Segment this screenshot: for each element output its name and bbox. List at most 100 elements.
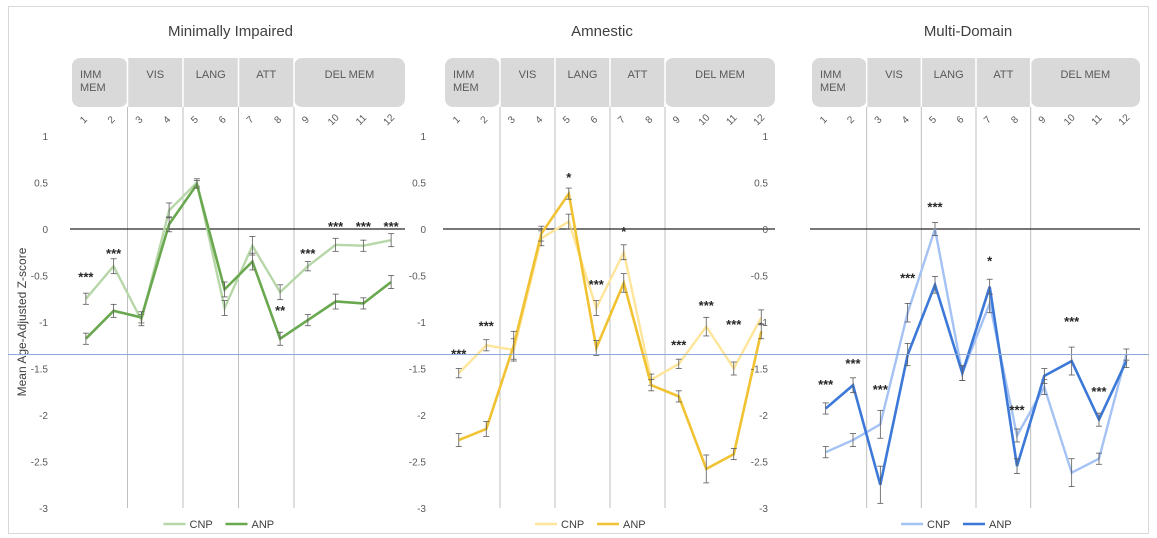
significance-marker: *** (1009, 402, 1025, 417)
y-tick-label: -2 (417, 411, 426, 422)
domain-label: DEL MEM (695, 69, 745, 81)
series-line-anp (824, 280, 1128, 486)
y-tick-label: 1 (42, 132, 48, 143)
figure-frame (8, 6, 1149, 534)
x-tick-label: 6 (955, 114, 967, 126)
x-tick-label: 9 (1037, 114, 1049, 126)
significance-marker: *** (818, 377, 834, 392)
x-tick-label: 6 (217, 114, 229, 126)
significance-marker: *** (671, 337, 687, 352)
x-tick-label: 3 (134, 114, 146, 126)
y-tick-label: -2.5 (31, 458, 49, 469)
legend-label-cnp: CNP (190, 519, 213, 531)
significance-marker: *** (300, 246, 316, 261)
series-line-anp (458, 190, 763, 471)
domain-header-box (610, 58, 665, 107)
x-tick-label: 11 (724, 112, 739, 127)
domain-label: MEM (80, 82, 106, 94)
domain-label: ATT (628, 69, 648, 81)
domain-header-box (555, 58, 610, 107)
domain-header-box (294, 58, 405, 107)
x-tick-label: 1 (78, 114, 90, 126)
x-tick-label: 9 (671, 114, 683, 126)
significance-marker: *** (726, 317, 742, 332)
significance-marker: *** (384, 219, 400, 234)
x-tick-label: 8 (644, 114, 656, 126)
legend-label-anp: ANP (623, 519, 646, 531)
y-tick-label: -3 (417, 504, 426, 515)
y-tick-label: -0.5 (751, 272, 769, 283)
significance-marker: *** (845, 356, 861, 371)
domain-header-box (127, 58, 183, 107)
x-tick-label: 12 (752, 112, 768, 128)
significance-marker: *** (699, 298, 715, 313)
x-tick-label: 9 (300, 114, 312, 126)
domain-label: DEL MEM (1060, 69, 1110, 81)
x-tick-label: 8 (273, 114, 285, 126)
legend-label-anp: ANP (252, 519, 275, 531)
domain-header-box (72, 58, 128, 107)
x-tick-label: 4 (534, 114, 546, 126)
y-tick-label: 0.5 (412, 179, 426, 190)
significance-marker: *** (328, 219, 344, 234)
y-tick-label: 0 (42, 225, 48, 236)
x-tick-label: 2 (479, 114, 491, 126)
domain-label: VIS (146, 69, 164, 81)
domain-header-box (183, 58, 239, 107)
y-tick-label: -2 (759, 411, 768, 422)
domain-label: LANG (568, 69, 598, 81)
series-line-cnp (825, 228, 1128, 475)
domain-label: LANG (196, 69, 226, 81)
y-tick-label: -1 (39, 318, 48, 329)
domain-label: IMM (80, 69, 101, 81)
significance-marker: *** (873, 382, 889, 397)
domain-header-box (976, 58, 1031, 107)
y-tick-label: -2.5 (751, 458, 769, 469)
significance-marker: *** (1064, 314, 1080, 329)
domain-label: LANG (934, 69, 964, 81)
y-tick-label: 1 (762, 132, 768, 143)
x-tick-label: 4 (900, 114, 912, 126)
x-tick-label: 7 (982, 114, 994, 126)
x-tick-label: 10 (697, 112, 713, 128)
domain-label: DEL MEM (325, 69, 375, 81)
significance-marker: * (621, 224, 627, 239)
x-tick-label: 5 (561, 114, 573, 126)
series-line-anp (84, 181, 392, 341)
y-tick-label: -3 (39, 504, 48, 515)
significance-marker: *** (356, 219, 372, 234)
significance-marker: *** (106, 246, 122, 261)
y-tick-label: -2 (39, 411, 48, 422)
legend-label-cnp: CNP (927, 519, 950, 531)
x-tick-label: 5 (927, 114, 939, 126)
significance-marker: *** (479, 319, 495, 334)
domain-header-box (238, 58, 294, 107)
domain-label: ATT (256, 69, 276, 81)
significance-marker: *** (1091, 384, 1107, 399)
x-tick-label: 12 (382, 112, 398, 128)
significance-marker: *** (589, 277, 605, 292)
x-tick-label: 7 (245, 114, 257, 126)
x-tick-label: 1 (451, 114, 463, 126)
domain-header-box (445, 58, 500, 107)
domain-header-box (500, 58, 555, 107)
y-tick-label: -1.5 (751, 365, 769, 376)
y-tick-label: -3 (759, 504, 768, 515)
x-tick-label: 6 (589, 114, 601, 126)
x-tick-label: 1 (818, 114, 830, 126)
domain-header-box (665, 58, 775, 107)
significance-marker: * (566, 170, 572, 185)
domain-label: MEM (453, 82, 479, 94)
significance-marker: *** (900, 270, 916, 285)
y-tick-label: 0.5 (34, 179, 48, 190)
significance-marker: *** (78, 269, 94, 284)
y-tick-label: -1 (417, 318, 426, 329)
y-tick-label: -0.5 (31, 272, 49, 283)
domain-label: MEM (820, 82, 846, 94)
x-tick-label: 8 (1009, 114, 1021, 126)
x-tick-label: 2 (845, 114, 857, 126)
y-tick-label: -1.5 (409, 365, 427, 376)
domain-header-box (812, 58, 867, 107)
